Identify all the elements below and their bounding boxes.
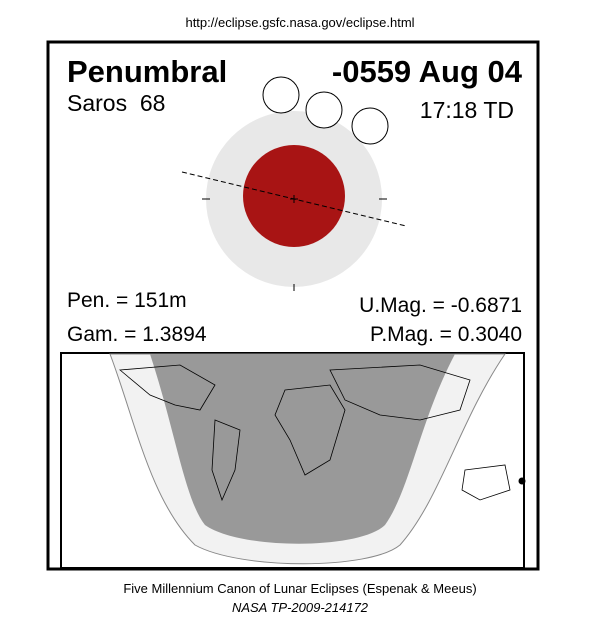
moon [262, 76, 300, 114]
umbral-magnitude: U.Mag. = -0.6871 [359, 294, 522, 317]
moon [305, 91, 343, 129]
world-map [60, 352, 526, 569]
footer-canon: Five Millennium Canon of Lunar Eclipses … [123, 581, 476, 596]
gamma: Gam. = 1.3894 [67, 323, 207, 346]
eclipse-type: Penumbral [67, 54, 227, 89]
penumbral-duration: Pen. = 151m [67, 289, 187, 312]
footer-ref: NASA TP-2009-214172 [232, 600, 369, 615]
eclipse-time: 17:18 TD [420, 97, 514, 123]
source-url: http://eclipse.gsfc.nasa.gov/eclipse.htm… [185, 15, 414, 30]
penumbral-magnitude: P.Mag. = 0.3040 [370, 323, 522, 346]
axis-ticks [202, 195, 387, 291]
moon [351, 107, 389, 145]
eclipse-date: -0559 Aug 04 [332, 54, 523, 89]
saros: Saros 68 [67, 90, 165, 116]
